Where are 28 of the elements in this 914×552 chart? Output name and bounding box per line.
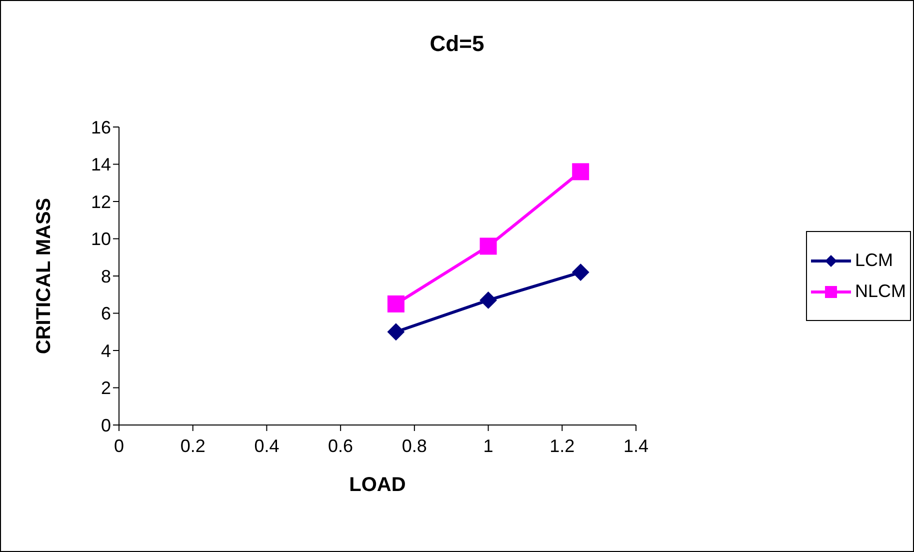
y-tick-label: 14 (90, 154, 111, 175)
x-tick-label: 1.4 (623, 436, 648, 456)
y-tick-label: 10 (90, 229, 111, 250)
y-tick-label: 8 (100, 266, 111, 286)
point (480, 238, 497, 255)
y-tick-label: 2 (100, 378, 111, 398)
y-axis-title: CRITICAL MASS (33, 198, 56, 354)
y-tick-label: 16 (90, 117, 111, 138)
point (387, 323, 404, 340)
x-tick-label: 0 (114, 436, 124, 456)
x-tick-label: 0.8 (402, 436, 427, 456)
point (387, 295, 404, 312)
y-tick-label: 6 (100, 304, 111, 324)
point (572, 163, 590, 180)
legend-label: NLCM (854, 281, 906, 302)
y-tick-label: 4 (100, 340, 111, 361)
chart-title: Cd=5 (428, 31, 486, 57)
x-tick-label: 0.2 (180, 436, 206, 456)
legend-label: LCM (854, 250, 893, 271)
point (480, 292, 497, 309)
x-tick-label: 1.2 (550, 436, 575, 456)
x-tick-label: 0.6 (328, 436, 354, 456)
x-tick-label: 1 (483, 436, 494, 456)
x-tick-label: 0.4 (254, 436, 280, 456)
y-tick-label: 0 (100, 415, 111, 436)
point (572, 264, 590, 281)
y-tick-label: 12 (90, 192, 111, 212)
x-axis-title: LOAD (349, 474, 406, 496)
